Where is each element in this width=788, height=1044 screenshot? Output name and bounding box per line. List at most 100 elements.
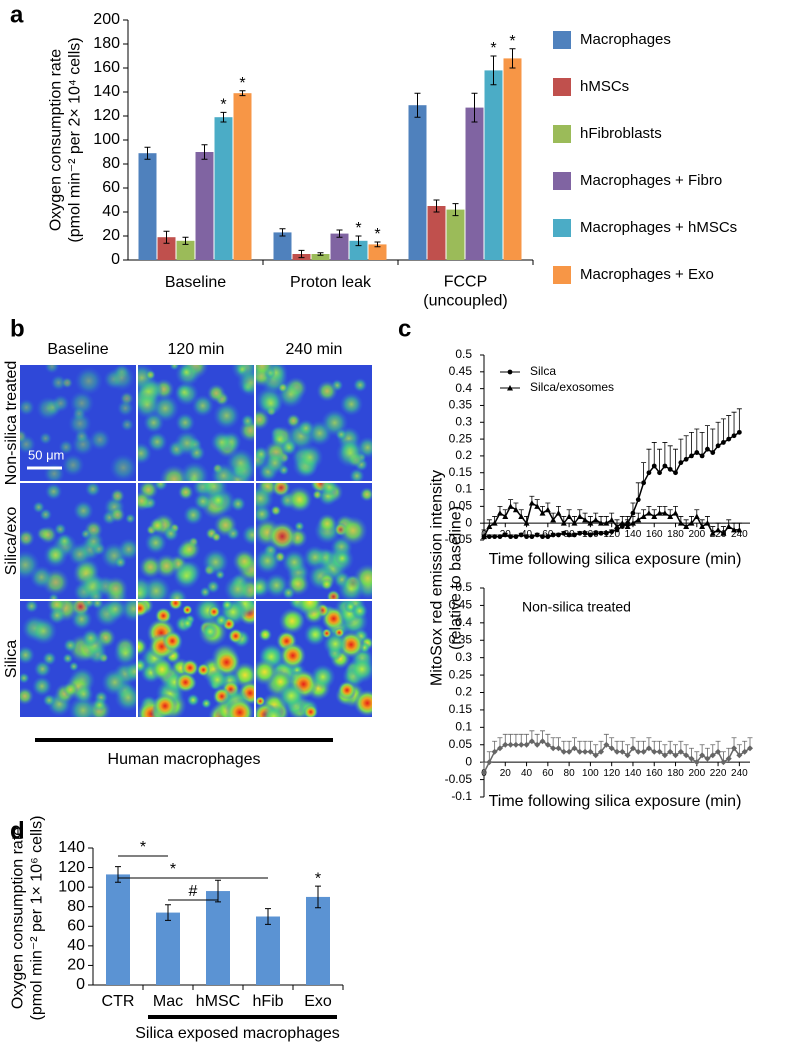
y-tick-label: 0 [465, 754, 472, 768]
cell-blob [281, 549, 307, 575]
error-bar [688, 431, 694, 456]
cell-blob [108, 365, 135, 392]
cell-blob [138, 555, 163, 579]
point [545, 534, 551, 540]
significance-mark: * [355, 220, 361, 237]
point [614, 523, 620, 530]
cell-blob [20, 550, 41, 580]
point [534, 532, 540, 538]
point [598, 530, 604, 536]
point [555, 745, 562, 752]
cell-blob [236, 368, 254, 397]
point [688, 755, 695, 762]
y-tick-label: 80 [67, 898, 85, 915]
cell-blob [338, 515, 368, 546]
point [566, 532, 572, 538]
image-panel [20, 365, 372, 717]
error-bar [683, 435, 689, 460]
cell-blob [20, 398, 35, 416]
panel-label: b [10, 315, 25, 342]
cell-blob [169, 365, 180, 371]
error-bar [265, 908, 271, 925]
error-bar [699, 431, 705, 456]
point [582, 748, 589, 755]
point [608, 745, 615, 752]
point [539, 510, 546, 516]
x-tick-label: hFib [252, 993, 283, 1010]
cell-blob [70, 608, 93, 631]
cell-blob [310, 664, 336, 690]
significance-mark: * [315, 870, 321, 887]
point [609, 529, 615, 534]
bar [273, 232, 292, 260]
point [486, 523, 493, 530]
cell-blob [258, 627, 273, 642]
point [689, 453, 694, 459]
point [566, 748, 573, 755]
cell-blob [51, 394, 70, 413]
error-bar [490, 55, 497, 86]
point [645, 745, 652, 752]
cell-blob [144, 531, 168, 555]
cell-blob [113, 641, 136, 666]
error-bar [215, 879, 221, 903]
cell-blob [303, 704, 319, 717]
bar [484, 70, 503, 261]
point [524, 534, 529, 540]
point [683, 752, 690, 759]
x-tick-label: 60 [542, 768, 554, 779]
error-bar [646, 448, 652, 473]
point [629, 745, 636, 752]
cell-blob [20, 645, 35, 665]
point [508, 534, 513, 540]
point [572, 532, 577, 538]
y-tick-label: 140 [58, 839, 85, 856]
column-header: Baseline [47, 341, 108, 358]
cell-blob [191, 394, 215, 417]
cell-blob [162, 525, 179, 542]
y-tick-label: 0.3 [455, 650, 472, 664]
point [731, 745, 738, 752]
cell-blob [230, 496, 246, 512]
y-axis-label: MitoSox red emission intensity (relative … [429, 470, 465, 686]
cell-blob [179, 461, 210, 481]
cell-blob [48, 606, 67, 625]
point [656, 748, 663, 755]
point [598, 520, 605, 526]
bar [176, 240, 195, 260]
point [672, 510, 679, 516]
y-tick-label: 0.35 [449, 398, 473, 412]
cell-blob [351, 602, 369, 620]
point [486, 534, 492, 540]
cell-blob [256, 365, 276, 379]
point [709, 530, 716, 536]
cell-blob [321, 409, 349, 437]
point [645, 510, 652, 516]
cell-blob [89, 428, 111, 451]
x-tick-label: 100 [582, 768, 599, 779]
point [561, 530, 567, 536]
y-tick-label: 20 [102, 227, 120, 244]
significance-mark: * [509, 33, 515, 50]
error-bar [657, 448, 663, 473]
cell-blob [114, 556, 127, 569]
y-tick-label: 20 [67, 957, 85, 974]
micro-image [138, 365, 254, 481]
annotation: Non-silica treated [522, 599, 631, 615]
point [491, 748, 498, 755]
point [486, 759, 493, 766]
error-bar [279, 228, 286, 237]
micro-image [20, 601, 136, 717]
x-tick-label: 220 [710, 529, 727, 540]
x-tick-label: 160 [646, 768, 663, 779]
point [587, 520, 594, 526]
cell-blob [349, 468, 365, 481]
cell-blob [353, 377, 368, 393]
y-tick-label: 0.4 [455, 615, 472, 629]
y-tick-label: 0.2 [455, 448, 472, 462]
point [582, 530, 588, 536]
cell-blob [181, 617, 194, 630]
y-tick-label: 0 [111, 251, 120, 268]
